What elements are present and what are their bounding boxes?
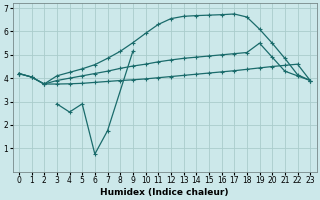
X-axis label: Humidex (Indice chaleur): Humidex (Indice chaleur) <box>100 188 229 197</box>
